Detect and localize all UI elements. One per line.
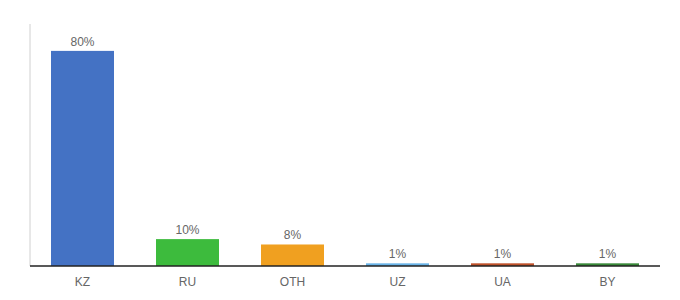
x-tick-label: BY <box>599 275 615 289</box>
x-tick-label: KZ <box>75 275 90 289</box>
chart-svg: 80% 10% 8% 1% 1% 1% KZ RU OTH UZ UA BY <box>0 0 680 300</box>
page: {"chart_data": {"type": "bar", "categori… <box>0 0 680 300</box>
x-axis-line <box>30 265 660 267</box>
x-tick-label: UA <box>494 275 511 289</box>
x-tick-labels: KZ RU OTH UZ UA BY <box>75 275 616 289</box>
y-axis-line <box>30 24 31 266</box>
bar <box>51 51 114 266</box>
data-label: 1% <box>599 247 617 261</box>
bars <box>51 51 639 266</box>
bar <box>261 244 324 266</box>
data-label: 1% <box>494 247 512 261</box>
x-tick-label: UZ <box>390 275 406 289</box>
bar <box>156 239 219 266</box>
chart-container: 80% 10% 8% 1% 1% 1% KZ RU OTH UZ UA BY <box>0 0 680 300</box>
data-label: 10% <box>175 223 199 237</box>
data-label: 1% <box>389 247 407 261</box>
data-labels: 80% 10% 8% 1% 1% 1% <box>70 35 616 261</box>
data-label: 80% <box>70 35 94 49</box>
data-label: 8% <box>284 228 302 242</box>
x-tick-label: RU <box>179 275 196 289</box>
x-tick-label: OTH <box>280 275 305 289</box>
